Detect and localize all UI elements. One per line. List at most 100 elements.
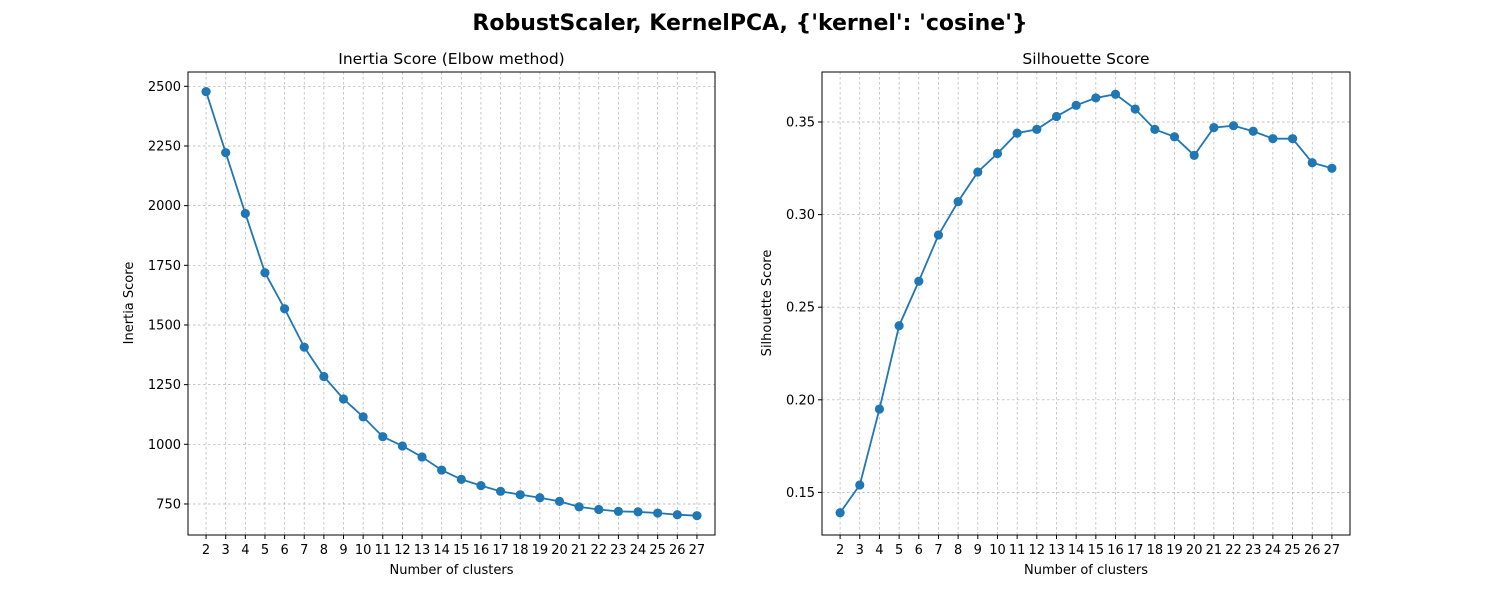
silhouette-xtick-label-18: 20 bbox=[1186, 543, 1203, 558]
inertia-point-13 bbox=[456, 474, 466, 484]
inertia-ytick-label-0: 750 bbox=[156, 497, 181, 512]
silhouette-point-21 bbox=[1248, 126, 1258, 136]
silhouette-ytick-label-0: 0.15 bbox=[786, 486, 815, 501]
inertia-xtick-label-19: 21 bbox=[571, 543, 588, 558]
inertia-point-16 bbox=[515, 490, 525, 500]
silhouette-xtick-label-16: 18 bbox=[1147, 543, 1164, 558]
inertia-point-15 bbox=[495, 486, 506, 496]
silhouette-xtick-label-19: 21 bbox=[1206, 543, 1223, 558]
silhouette-xtick-label-11: 13 bbox=[1048, 543, 1065, 558]
silhouette-xtick-label-4: 6 bbox=[915, 543, 923, 558]
inertia-point-24 bbox=[672, 510, 682, 520]
silhouette-point-13 bbox=[1091, 93, 1101, 103]
inertia-xtick-label-20: 22 bbox=[590, 543, 607, 558]
silhouette-point-15 bbox=[1130, 104, 1140, 114]
inertia-xtick-label-24: 26 bbox=[669, 543, 686, 558]
inertia-xtick-label-23: 25 bbox=[649, 543, 666, 558]
silhouette-xtick-label-14: 16 bbox=[1107, 543, 1124, 558]
inertia-point-7 bbox=[338, 394, 349, 404]
inertia-point-20 bbox=[594, 504, 604, 515]
inertia-xtick-label-18: 20 bbox=[551, 543, 568, 558]
silhouette-point-2 bbox=[874, 404, 885, 414]
silhouette-point-7 bbox=[973, 167, 983, 177]
silhouette-xtick-label-10: 12 bbox=[1029, 543, 1046, 558]
inertia-xtick-label-14: 16 bbox=[473, 543, 490, 558]
silhouette-series-line bbox=[839, 93, 1333, 514]
inertia-point-12 bbox=[437, 465, 447, 475]
silhouette-point-11 bbox=[1051, 111, 1062, 122]
silhouette-point-3 bbox=[894, 321, 904, 331]
silhouette-xtick-label-2: 4 bbox=[875, 543, 883, 558]
silhouette-xtick-label-1: 3 bbox=[856, 543, 864, 558]
silhouette-xtick-label-21: 23 bbox=[1245, 543, 1262, 558]
silhouette-xtick-label-12: 14 bbox=[1068, 543, 1085, 558]
silhouette-point-19 bbox=[1209, 122, 1219, 133]
inertia-xtick-label-16: 18 bbox=[512, 543, 529, 558]
inertia-point-2 bbox=[240, 208, 250, 219]
inertia-ytick-label-4: 1750 bbox=[148, 259, 181, 274]
silhouette-xtick-label-7: 9 bbox=[974, 543, 982, 558]
silhouette-xtick-label-15: 17 bbox=[1127, 543, 1144, 558]
inertia-xlabel: Number of clusters bbox=[389, 563, 513, 578]
silhouette-xtick-label-24: 26 bbox=[1304, 543, 1321, 558]
silhouette-point-24 bbox=[1307, 158, 1317, 168]
silhouette-xtick-label-8: 10 bbox=[989, 543, 1006, 558]
inertia-panel: Inertia Score (Elbow method) Number of c… bbox=[122, 50, 716, 578]
silhouette-point-18 bbox=[1189, 150, 1199, 160]
silhouette-point-9 bbox=[1012, 128, 1022, 138]
silhouette-ylabel: Silhouette Score bbox=[760, 250, 775, 357]
figure-title: RobustScaler, KernelPCA, {'kernel': 'cos… bbox=[472, 11, 1027, 36]
inertia-ytick-label-3: 1500 bbox=[148, 318, 181, 333]
silhouette-xtick-label-23: 25 bbox=[1284, 543, 1301, 558]
inertia-xtick-label-22: 24 bbox=[630, 543, 647, 558]
inertia-xtick-label-3: 5 bbox=[261, 543, 269, 558]
silhouette-point-8 bbox=[992, 148, 1003, 159]
silhouette-xtick-label-0: 2 bbox=[836, 543, 844, 558]
inertia-ytick-label-5: 2000 bbox=[148, 199, 181, 214]
inertia-point-25 bbox=[692, 511, 702, 521]
inertia-xtick-label-10: 12 bbox=[394, 543, 411, 558]
inertia-xtick-label-8: 10 bbox=[355, 543, 372, 558]
inertia-ylabel: Inertia Score bbox=[122, 262, 137, 345]
inertia-point-6 bbox=[319, 371, 329, 382]
inertia-xtick-label-15: 17 bbox=[492, 543, 509, 558]
silhouette-xtick-label-25: 27 bbox=[1324, 543, 1341, 558]
inertia-ytick-label-1: 1000 bbox=[148, 438, 181, 453]
inertia-point-4 bbox=[280, 304, 290, 314]
inertia-point-0 bbox=[201, 86, 211, 97]
silhouette-point-6 bbox=[953, 197, 963, 207]
inertia-point-21 bbox=[613, 506, 623, 516]
inertia-axes-frame bbox=[187, 71, 716, 536]
silhouette-xtick-label-20: 22 bbox=[1225, 543, 1242, 558]
silhouette-panel: Silhouette Score Number of clusters Silh… bbox=[760, 50, 1351, 578]
inertia-point-8 bbox=[358, 412, 368, 422]
silhouette-point-16 bbox=[1150, 124, 1160, 135]
inertia-point-23 bbox=[653, 508, 663, 518]
silhouette-point-4 bbox=[914, 276, 924, 286]
inertia-xtick-label-11: 13 bbox=[414, 543, 431, 558]
silhouette-point-23 bbox=[1287, 134, 1298, 144]
silhouette-xlabel: Number of clusters bbox=[1024, 563, 1148, 578]
inertia-point-5 bbox=[299, 342, 309, 352]
inertia-xtick-label-25: 27 bbox=[689, 543, 706, 558]
silhouette-ytick-label-3: 0.30 bbox=[786, 208, 815, 223]
silhouette-xtick-label-17: 19 bbox=[1166, 543, 1183, 558]
inertia-xtick-label-5: 7 bbox=[300, 543, 308, 558]
silhouette-point-12 bbox=[1071, 100, 1081, 110]
inertia-point-3 bbox=[260, 268, 270, 278]
inertia-xtick-label-0: 2 bbox=[202, 543, 210, 558]
silhouette-xtick-label-3: 5 bbox=[895, 543, 903, 558]
silhouette-point-22 bbox=[1268, 134, 1278, 144]
silhouette-ytick-label-2: 0.25 bbox=[786, 301, 815, 316]
inertia-point-19 bbox=[574, 502, 584, 512]
silhouette-point-5 bbox=[933, 230, 944, 240]
inertia-xtick-label-9: 11 bbox=[375, 543, 392, 558]
inertia-xtick-label-21: 23 bbox=[610, 543, 627, 558]
inertia-title: Inertia Score (Elbow method) bbox=[338, 50, 564, 68]
silhouette-point-25 bbox=[1327, 163, 1337, 173]
inertia-point-1 bbox=[221, 148, 231, 158]
silhouette-xtick-label-5: 7 bbox=[934, 543, 942, 558]
inertia-xtick-label-13: 15 bbox=[453, 543, 470, 558]
silhouette-point-1 bbox=[855, 480, 865, 490]
